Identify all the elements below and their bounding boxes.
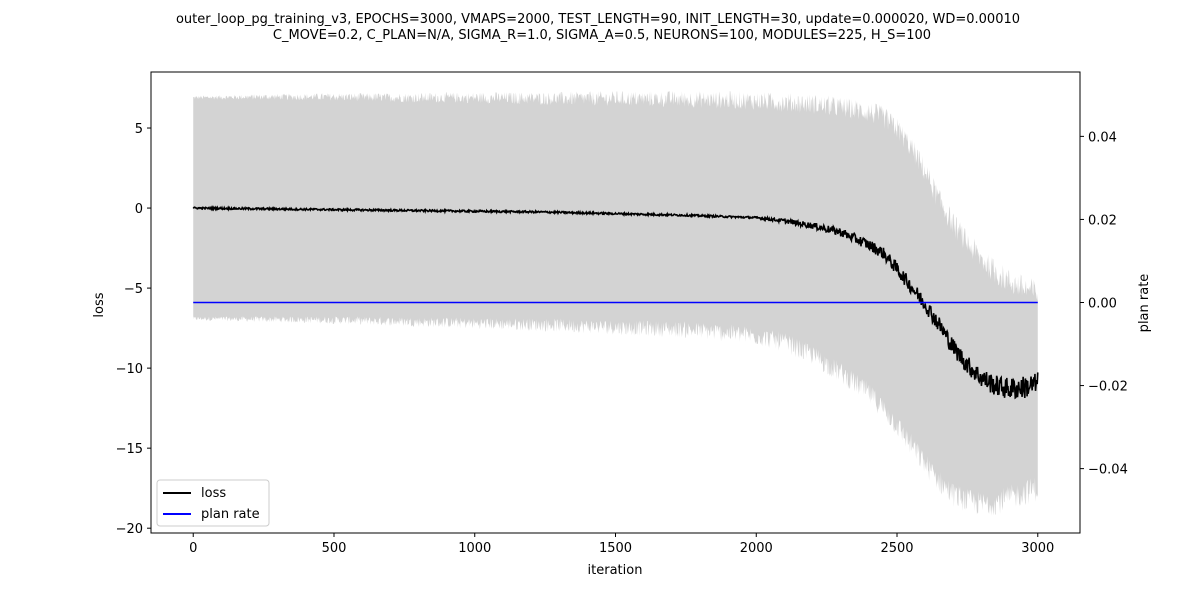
- x-tick-label: 0: [189, 541, 197, 556]
- x-tick-label: 1500: [599, 541, 632, 556]
- x-tick-label: 3000: [1021, 541, 1054, 556]
- plot-area: [192, 91, 1039, 516]
- loss-band: [193, 91, 1038, 516]
- chart-title-line-2: C_MOVE=0.2, C_PLAN=N/A, SIGMA_R=1.0, SIG…: [273, 28, 931, 43]
- x-tick-label: 2000: [740, 541, 773, 556]
- y2-tick-label: 0.02: [1088, 213, 1117, 228]
- y2-tick-label: 0.04: [1088, 130, 1117, 145]
- x-tick-label: 500: [322, 541, 347, 556]
- y2-axis-label: plan rate: [1137, 274, 1152, 333]
- y-tick-label: −20: [116, 522, 143, 537]
- y2-tick-label: −0.02: [1088, 380, 1128, 395]
- y2-tick-label: 0.00: [1088, 297, 1117, 312]
- y-axis-right: 0.04 0.02 0.00 −0.02 −0.04: [1080, 130, 1128, 478]
- y-tick-label: 0: [135, 202, 143, 217]
- y-tick-label: −10: [116, 362, 143, 377]
- y-tick-label: 5: [135, 122, 143, 137]
- legend-label-loss: loss: [201, 486, 226, 501]
- legend-label-plan-rate: plan rate: [201, 507, 260, 522]
- x-tick-label: 2500: [880, 541, 913, 556]
- y-axis-label: loss: [92, 292, 107, 317]
- x-axis: 0 500 1000 1500 2000 2500 3000: [189, 533, 1054, 556]
- legend: loss plan rate: [156, 479, 270, 527]
- loss-line: [192, 204, 1039, 400]
- x-axis-label: iteration: [588, 563, 643, 578]
- y2-tick-label: −0.04: [1088, 463, 1128, 478]
- y-tick-label: −5: [124, 282, 143, 297]
- x-tick-label: 1000: [458, 541, 491, 556]
- y-tick-label: −15: [116, 442, 143, 457]
- chart-title-line-1: outer_loop_pg_training_v3, EPOCHS=3000, …: [176, 12, 1020, 27]
- y-axis-left: 5 0 −5 −10 −15 −20: [116, 122, 151, 537]
